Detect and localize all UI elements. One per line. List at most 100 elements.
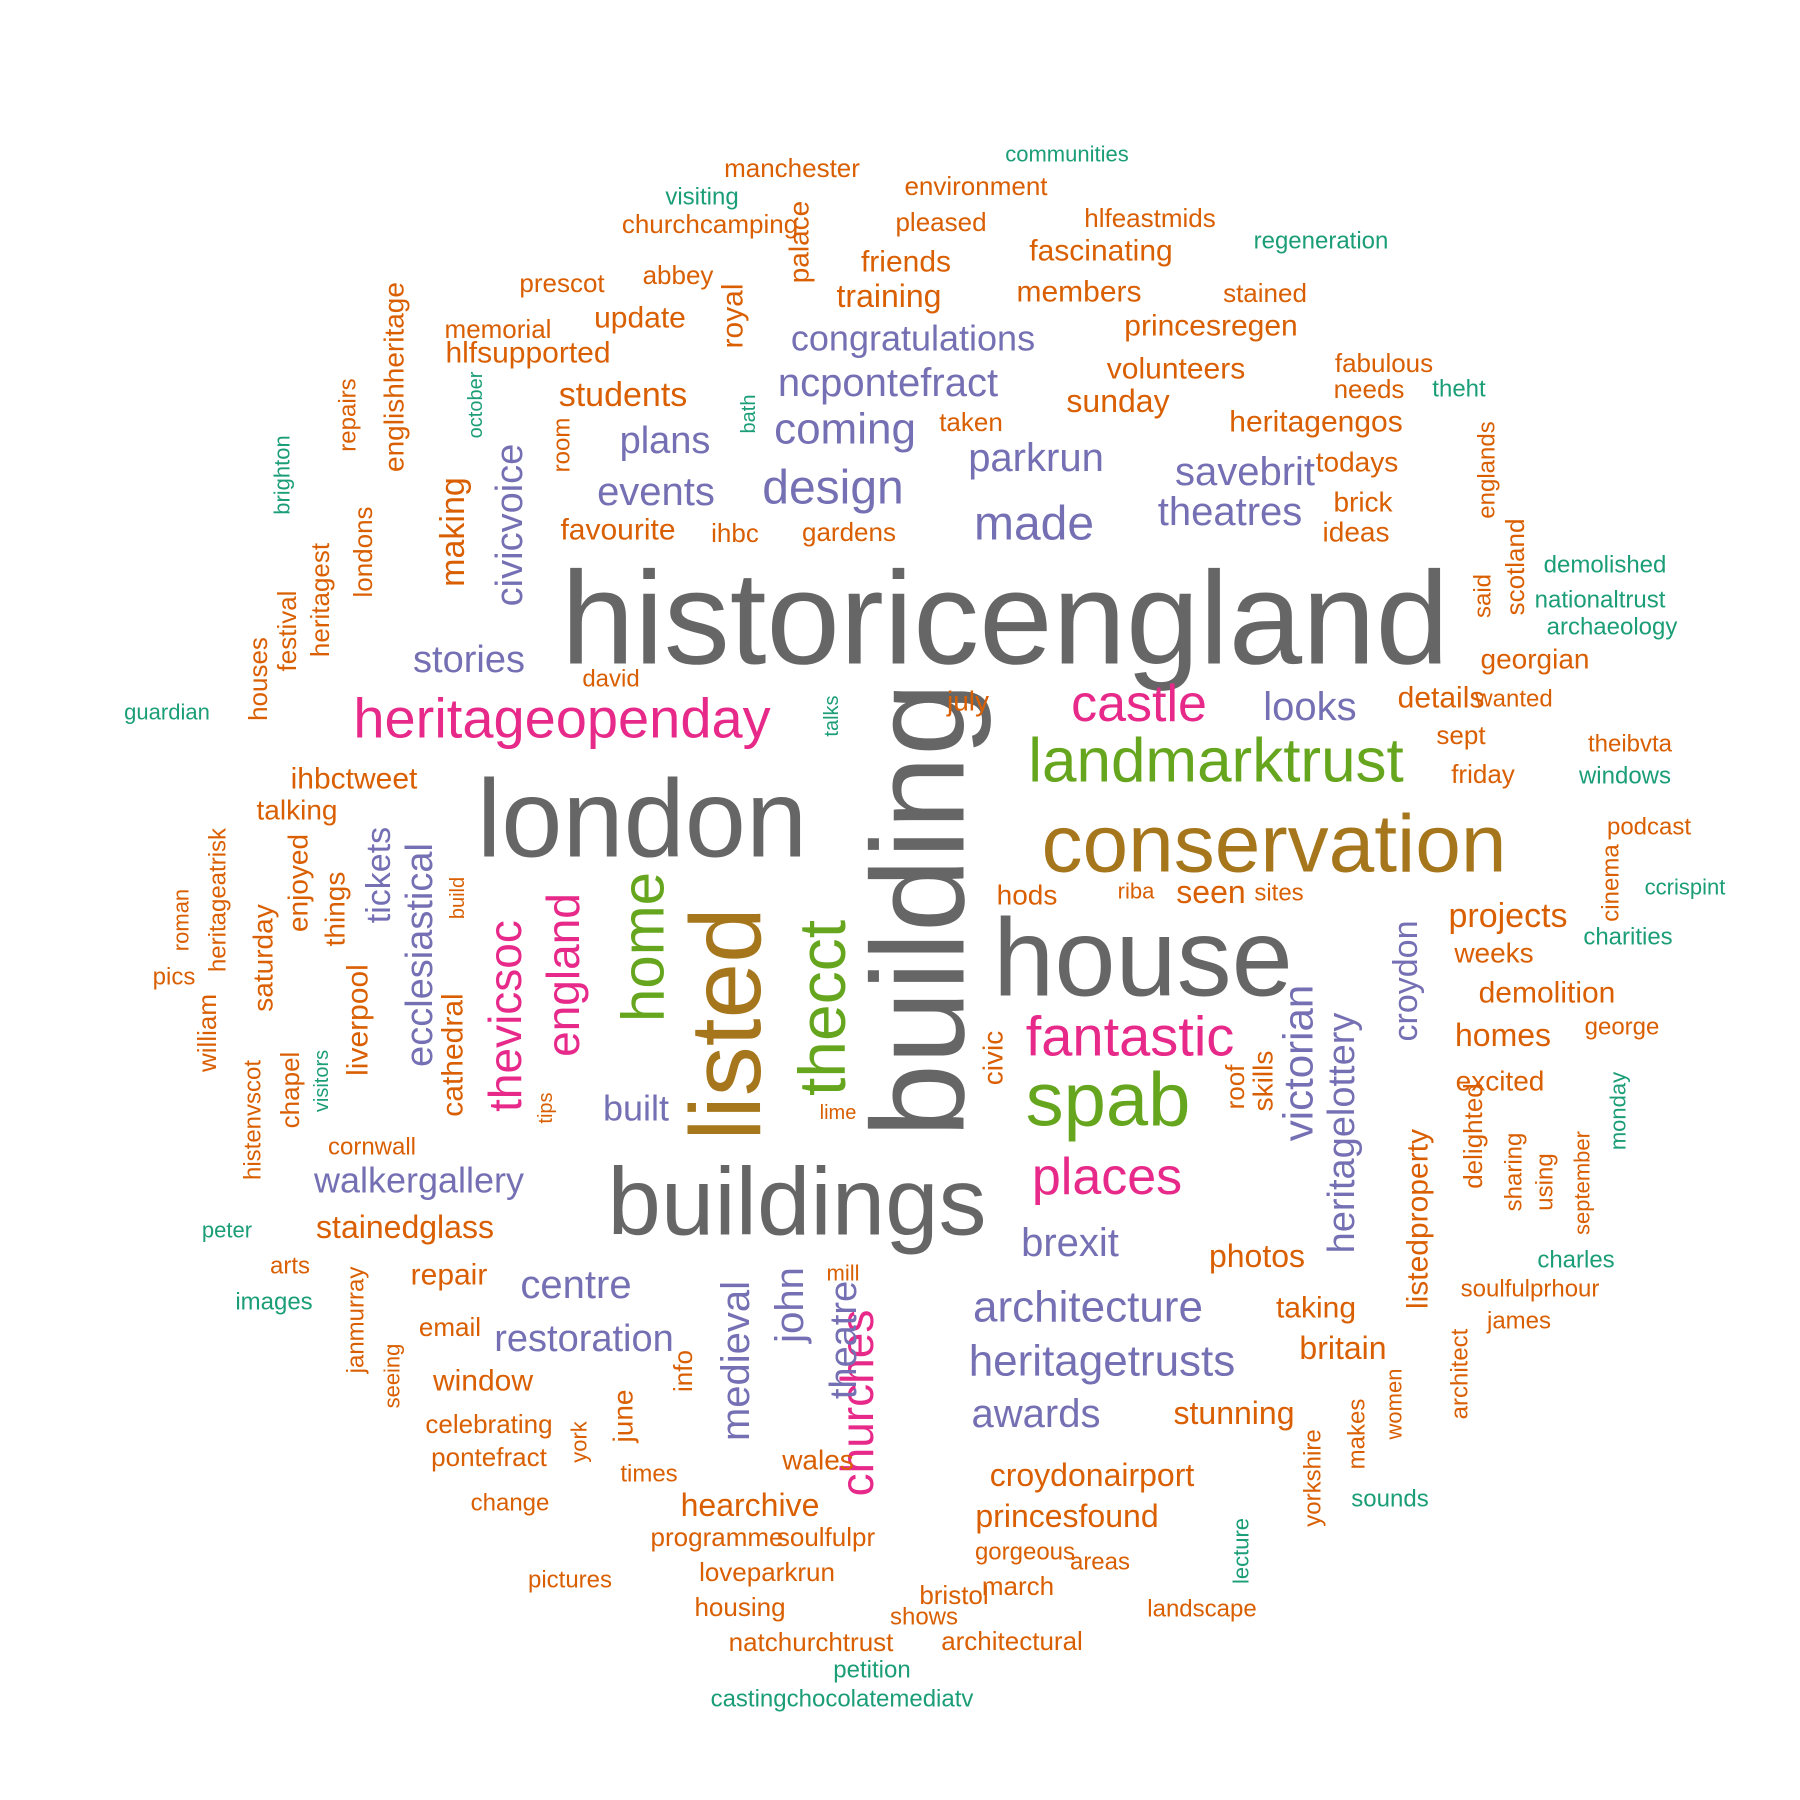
word-communities: communities: [1005, 142, 1128, 167]
word-stained: stained: [1223, 278, 1307, 308]
word-photos: photos: [1209, 1238, 1305, 1274]
word-walkergallery: walkergallery: [313, 1160, 524, 1201]
word-using: using: [1532, 1153, 1559, 1210]
word-janmurray: janmurray: [343, 1267, 370, 1375]
word-monday: monday: [1606, 1072, 1631, 1150]
word-princesfound: princesfound: [975, 1498, 1158, 1534]
word-wales: wales: [781, 1445, 854, 1476]
word-details: details: [1398, 682, 1485, 715]
word-projects: projects: [1448, 897, 1567, 935]
word-charles: charles: [1537, 1247, 1614, 1274]
word-july: july: [946, 686, 989, 717]
word-theatre: theatre: [823, 1281, 865, 1399]
word-friday: friday: [1451, 759, 1515, 789]
word-restoration: restoration: [494, 1318, 674, 1360]
word-building: building: [845, 682, 992, 1137]
word-times: times: [620, 1461, 677, 1488]
word-repairs: repairs: [335, 378, 362, 451]
word-york: york: [567, 1420, 592, 1463]
word-royal: royal: [717, 283, 750, 348]
word-talks: talks: [821, 695, 843, 736]
word-seeing: seeing: [380, 1344, 405, 1409]
word-delighted: delighted: [1458, 1083, 1488, 1189]
word-wanted: wanted: [1474, 686, 1552, 713]
word-demolished: demolished: [1544, 552, 1667, 579]
word-pontefract: pontefract: [431, 1442, 547, 1472]
word-design: design: [762, 462, 903, 515]
word-parkrun: parkrun: [968, 436, 1104, 480]
word-fascinating: fascinating: [1029, 235, 1172, 268]
word-heritagelottery: heritagelottery: [1321, 1013, 1363, 1254]
word-stainedglass: stainedglass: [316, 1209, 494, 1245]
word-update: update: [594, 302, 686, 335]
word-prescot: prescot: [519, 268, 605, 298]
word-taking: taking: [1276, 1292, 1356, 1325]
word-making: making: [434, 477, 472, 587]
word-seen: seen: [1176, 874, 1245, 910]
word-thecct: thecct: [785, 920, 859, 1096]
word-englands: englands: [1474, 421, 1501, 518]
word-william: william: [192, 994, 222, 1073]
word-churchcamping: churchcamping: [622, 209, 798, 239]
word-ccrispint: ccrispint: [1645, 875, 1726, 900]
word-change: change: [471, 1490, 550, 1517]
word-coming: coming: [774, 405, 916, 454]
word-members: members: [1016, 276, 1141, 309]
word-ncpontefract: ncpontefract: [778, 361, 998, 405]
word-hods: hods: [997, 880, 1058, 911]
word-george: george: [1585, 1014, 1660, 1041]
word-june: june: [608, 1390, 639, 1444]
word-theht: theht: [1432, 376, 1486, 403]
word-civic: civic: [978, 1031, 1009, 1085]
word-made: made: [974, 498, 1094, 551]
word-weeks: weeks: [1453, 938, 1533, 969]
word-roman: roman: [169, 889, 194, 951]
word-cinema: cinema: [1598, 844, 1625, 922]
word-scotland: scotland: [1500, 519, 1530, 616]
word-build: build: [447, 877, 469, 919]
word-liverpool: liverpool: [342, 964, 375, 1076]
word-fabulous: fabulous: [1335, 348, 1433, 378]
word-historicengland: historicengland: [561, 545, 1449, 692]
word-said: said: [1470, 574, 1497, 618]
word-john: john: [768, 1267, 812, 1344]
word-info: info: [668, 1350, 698, 1392]
word-cornwall: cornwall: [328, 1134, 416, 1161]
word-pics: pics: [153, 964, 196, 991]
word-listedproperty: listedproperty: [1402, 1129, 1435, 1309]
word-images: images: [235, 1289, 312, 1316]
word-hlfeastmids: hlfeastmids: [1084, 203, 1216, 233]
word-soulfulpr: soulfulpr: [777, 1522, 876, 1552]
word-buildings: buildings: [608, 1149, 987, 1256]
word-heritagengos: heritagengos: [1229, 406, 1402, 439]
word-theibvta: theibvta: [1588, 731, 1673, 758]
word-needs: needs: [1334, 374, 1405, 404]
word-podcast: podcast: [1607, 814, 1691, 841]
word-britain: britain: [1299, 1330, 1386, 1366]
word-croydonairport: croydonairport: [990, 1457, 1195, 1493]
word-window: window: [432, 1365, 533, 1398]
word-architectural: architectural: [941, 1626, 1083, 1656]
word-room: room: [549, 418, 576, 473]
word-demolition: demolition: [1479, 977, 1616, 1010]
word-congratulations: congratulations: [791, 318, 1035, 359]
word-areas: areas: [1070, 1549, 1130, 1576]
word-listed: listed: [670, 907, 782, 1140]
word-home: home: [610, 872, 677, 1022]
word-places: places: [1032, 1148, 1182, 1206]
word-stunning: stunning: [1174, 1395, 1295, 1431]
word-hearchive: hearchive: [681, 1487, 820, 1523]
word-hlfsupported: hlfsupported: [445, 337, 610, 370]
word-centre: centre: [520, 1263, 631, 1307]
word-brexit: brexit: [1021, 1221, 1119, 1265]
word-shows: shows: [890, 1604, 958, 1631]
word-favourite: favourite: [560, 514, 675, 547]
word-october: october: [465, 371, 487, 438]
word-heritageopenday: heritageopenday: [353, 687, 770, 750]
word-houses: houses: [243, 637, 273, 721]
word-heritagetrusts: heritagetrusts: [969, 1337, 1236, 1386]
word-skills: skills: [1248, 1051, 1279, 1112]
word-histenvscot: histenvscot: [240, 1060, 267, 1180]
